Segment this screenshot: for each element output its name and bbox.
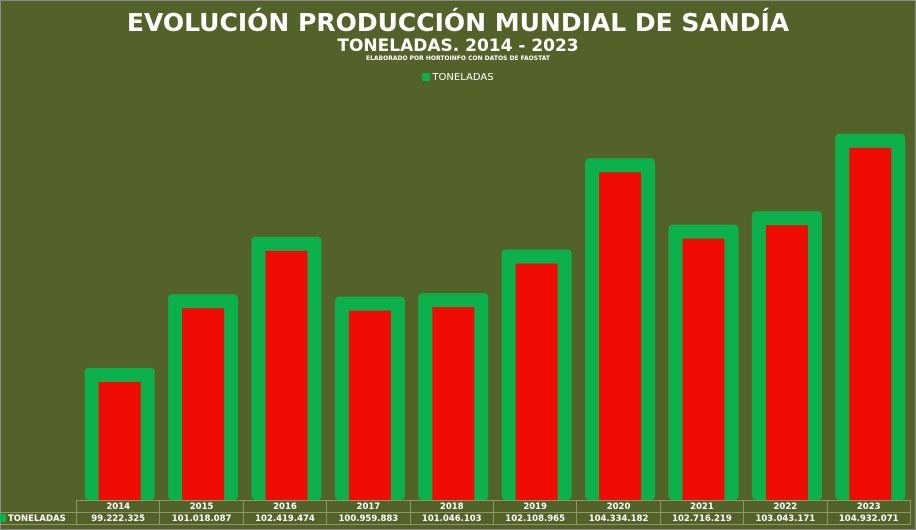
category-label: 2016: [242, 500, 328, 513]
category-label: 2014: [75, 500, 161, 513]
data-label: 102.108.965: [492, 512, 578, 525]
data-label: 101.046.103: [409, 512, 494, 525]
chart-source: ELABORADO POR HORTOINFO CON DATOS DE FAO…: [365, 55, 550, 62]
bar-2018: [432, 307, 475, 500]
bar-2016: [265, 250, 308, 500]
category-label: 2023: [826, 500, 911, 513]
legend-swatch: [422, 73, 431, 81]
bar-2014: [98, 381, 141, 500]
table-series-name: TONELADAS: [8, 513, 66, 524]
chart-title: EVOLUCIÓN PRODUCCIÓN MUNDIAL DE SANDÍA: [126, 8, 790, 37]
data-label: 104.334.182: [576, 512, 661, 525]
data-label: 104.932.071: [826, 512, 911, 525]
category-label: 2021: [659, 500, 745, 513]
chart-subtitle: TONELADAS. 2014 - 2023: [337, 36, 579, 56]
bar-2017: [348, 310, 391, 500]
bar-2020: [599, 172, 642, 501]
table-series-label: TONELADAS: [0, 512, 77, 525]
category-label: 2015: [159, 500, 244, 513]
data-label: 102.716.219: [659, 512, 745, 525]
category-label: 2017: [326, 500, 411, 513]
category-label: 2022: [743, 500, 828, 513]
data-label: 101.018.087: [159, 512, 244, 525]
data-label: 103.043.171: [743, 512, 828, 525]
data-label: 100.959.883: [326, 512, 411, 525]
data-label: 102.419.474: [242, 512, 328, 525]
category-label: 2019: [492, 500, 578, 513]
bar-2023: [849, 147, 892, 500]
data-label: 99.222.325: [75, 512, 161, 525]
bar-2022: [765, 225, 808, 501]
bar-2019: [515, 263, 558, 500]
legend-label: TONELADAS: [432, 72, 494, 83]
table-corner: [0, 500, 77, 513]
category-label: 2018: [409, 500, 494, 513]
table-legend-swatch: [0, 514, 6, 522]
bar-2015: [182, 308, 225, 500]
category-label: 2020: [576, 500, 661, 513]
legend: TONELADAS: [0, 72, 916, 83]
bar-2021: [682, 238, 725, 501]
data-table: 2014 2015 2016 2017 2018 2019 2020 2021 2022 2023…: [0, 500, 911, 525]
